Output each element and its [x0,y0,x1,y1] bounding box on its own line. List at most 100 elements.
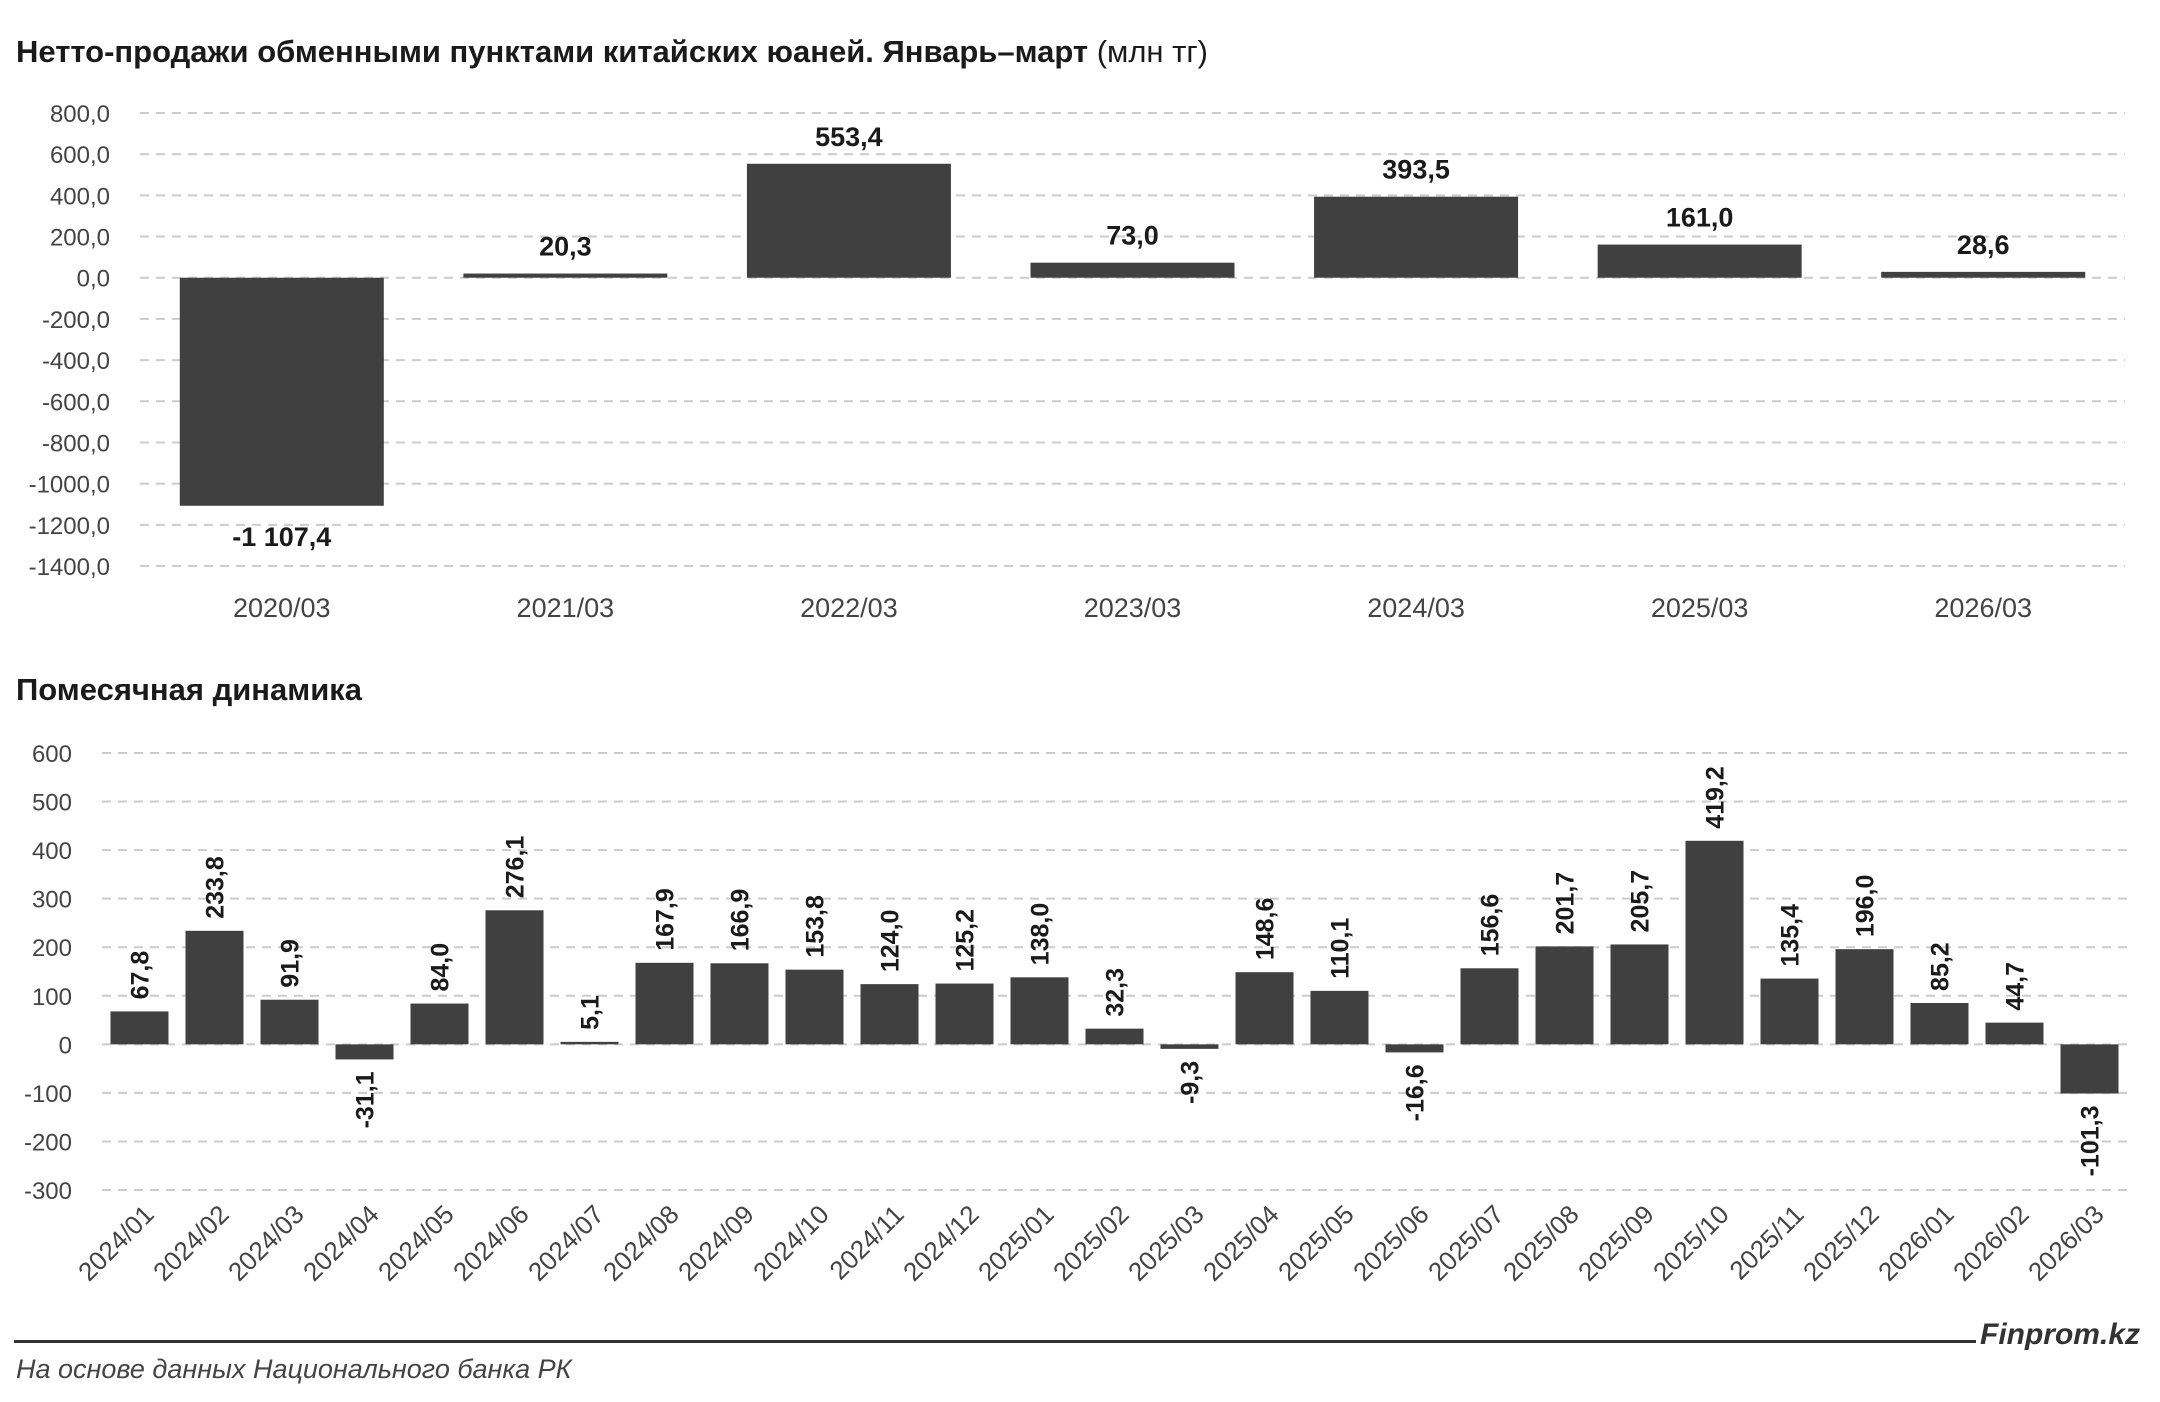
bar [1160,1044,1219,1049]
bar [785,969,844,1045]
data-label: 84,0 [427,943,455,992]
y-tick-label: 500 [32,790,72,817]
x-tick-label: 2024/04 [297,1199,385,1287]
x-tick-label: 2025/02 [1047,1199,1135,1287]
data-label: 153,8 [802,895,830,958]
y-tick-label: 600 [32,741,72,768]
x-tick-label: 2024/03 [222,1199,310,1287]
data-label: 201,7 [1552,872,1580,935]
y-tick-label: 400,0 [50,183,110,210]
x-tick-label: 2024/01 [72,1199,160,1287]
bar [710,963,769,1045]
x-tick-label: 2025/05 [1272,1199,1360,1287]
data-label: 110,1 [1327,918,1355,979]
data-label: 44,7 [2002,962,2030,1011]
x-tick-label: 2023/03 [1084,593,1182,623]
data-label: 32,3 [1102,968,1130,1017]
y-tick-label: -1200,0 [29,513,110,540]
bar [1760,978,1819,1045]
x-tick-label: 2020/03 [233,593,331,623]
data-label: -9,3 [1177,1061,1205,1104]
data-label: 148,6 [1252,898,1280,961]
footer-divider [14,1340,1976,1343]
bar [1085,1028,1144,1045]
data-label: 419,2 [1702,766,1730,829]
data-label: 167,9 [652,888,680,951]
x-tick-label: 2025/08 [1497,1199,1585,1287]
data-label: 276,1 [502,836,530,899]
bar [1010,977,1069,1045]
x-tick-label: 2024/05 [372,1199,460,1287]
bar [1597,244,1802,278]
data-label: 205,7 [1627,870,1655,933]
x-tick-label: 2026/03 [2022,1199,2110,1287]
bar [746,163,951,278]
x-tick-label: 2025/11 [1723,1199,1809,1285]
data-label: 135,4 [1777,904,1805,967]
x-tick-label: 2024/08 [597,1199,685,1287]
data-label: -101,3 [2077,1106,2105,1177]
annual-bar-chart: 800,0 600,0 400,0 200,0 0,0 -200,0 -400,0 -600,… [29,101,2125,623]
x-tick-label: 2024/10 [747,1199,835,1287]
data-label: 161,0 [1666,203,1734,233]
data-label: 85,2 [1927,942,1955,991]
bar [1881,271,2086,278]
chart-title-main-text: Нетто-продажи обменными пунктами китайск… [16,34,1089,69]
y-tick-label: -600,0 [42,389,110,416]
brand-logo-text: Finprom.kz [1980,1318,2141,1351]
x-tick-label: 2026/03 [1934,593,2032,623]
bar [2060,1044,2119,1094]
data-label: 233,8 [202,856,230,919]
y-tick-label: 0 [59,1032,72,1059]
x-tick-label: 2024/06 [447,1199,535,1287]
x-tick-label: 2025/04 [1197,1199,1285,1287]
bar [260,999,319,1045]
x-tick-label: 2025/07 [1422,1199,1510,1287]
y-tick-label: -200 [24,1129,72,1156]
y-tick-label: 200,0 [50,225,110,252]
y-tick-label: 600,0 [50,142,110,169]
x-tick-label: 2025/03 [1651,593,1749,623]
bar [179,277,384,506]
bar [1835,949,1894,1045]
data-label: 67,8 [127,951,155,1000]
data-label: 73,0 [1106,221,1159,251]
bar [410,1003,469,1045]
data-label: 91,9 [277,939,305,988]
data-label: 20,3 [539,232,592,262]
x-tick-label: 2025/12 [1797,1199,1885,1287]
y-tick-label: -200,0 [42,307,110,334]
bar [335,1044,394,1060]
bar [1610,944,1669,1045]
bar [485,910,544,1045]
bar [185,930,244,1045]
y-tick-label: -1400,0 [29,554,110,581]
y-tick-label: 800,0 [50,101,110,128]
y-tick-label: -300 [24,1178,72,1205]
y-tick-label: 200 [32,935,72,962]
x-tick-label: 2025/03 [1122,1199,1210,1287]
data-label: 124,0 [877,910,905,973]
y-tick-label: 100 [32,984,72,1011]
bar [1535,946,1594,1045]
bar [1460,968,1519,1045]
x-tick-label: 2025/09 [1572,1199,1660,1287]
x-tick-label: 2022/03 [800,593,898,623]
x-tick-label: 2024/02 [147,1199,235,1287]
x-tick-label: 2025/01 [972,1199,1060,1287]
x-tick-label: 2025/06 [1347,1199,1435,1287]
x-tick-label: 2026/02 [1947,1199,2035,1287]
data-label: 393,5 [1382,155,1450,185]
bar [860,984,919,1045]
bar [1385,1044,1444,1053]
x-tick-label: 2024/11 [823,1199,909,1285]
bar [1310,990,1369,1045]
source-note: На основе данных Национального банка РК [16,1354,572,1384]
chart-title-main: Нетто-продажи обменными пунктами китайск… [16,34,1208,70]
chart-title-monthly: Помесячная динамика [16,672,363,707]
data-label: -1 107,4 [232,522,331,552]
y-tick-label: 300 [32,887,72,914]
data-label: 196,0 [1852,875,1880,938]
data-label: -31,1 [352,1071,380,1128]
y-tick-label: -1000,0 [29,472,110,499]
